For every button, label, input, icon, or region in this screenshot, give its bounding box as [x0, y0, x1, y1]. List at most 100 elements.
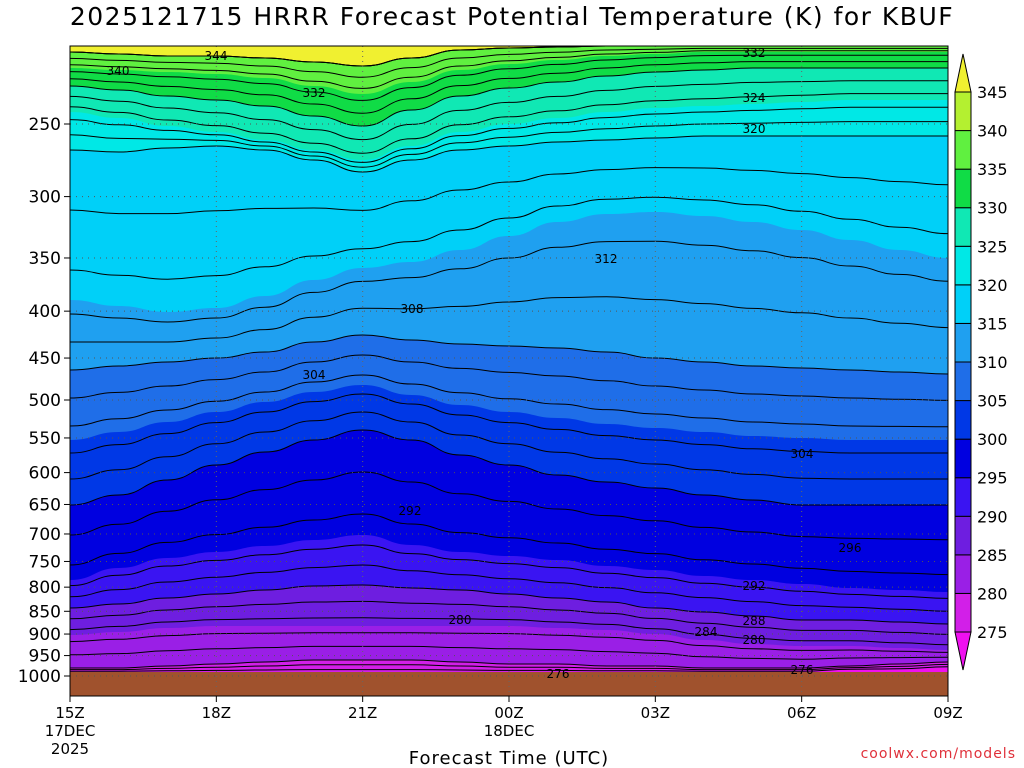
colorbar-segment: [954, 361, 972, 402]
x-tick-label: 21Z: [348, 704, 377, 722]
y-tick-label: 750: [29, 552, 61, 572]
y-tick-label: 700: [29, 525, 61, 545]
isentrope-290: [70, 584, 948, 625]
colorbar-label: 300: [977, 430, 1008, 449]
isentrope-280: [70, 659, 948, 669]
contour-label: 312: [595, 252, 618, 266]
colorbar-label: 315: [977, 314, 1008, 333]
contour-label: 280: [743, 633, 766, 647]
svg-text:280: 280: [449, 613, 472, 627]
contour-label: 276: [547, 667, 570, 681]
isentrope-322: [70, 121, 948, 168]
contour-label: 296: [839, 541, 862, 555]
y-tick-label: 300: [29, 188, 61, 208]
contour-label: 292: [743, 579, 766, 593]
colorbar-segment: [954, 592, 972, 633]
colorbar-label: 285: [977, 546, 1008, 565]
watermark: coolwx.com/models: [860, 746, 1016, 762]
isentrope-336: [70, 50, 948, 89]
colorbar-segment: [954, 477, 972, 517]
y-tick-label: 600: [29, 464, 61, 484]
svg-text:340: 340: [107, 64, 130, 78]
isentrope-300: [70, 429, 948, 506]
contour-label: 288: [743, 614, 766, 628]
colorbar-top-arrow: [954, 53, 972, 93]
colorbar-segment: [954, 400, 972, 440]
svg-text:276: 276: [791, 663, 814, 677]
isentrope-286: [70, 617, 948, 646]
contour-label: 280: [449, 613, 472, 627]
colorbar-label: 320: [977, 276, 1008, 295]
y-tick-label: 850: [29, 602, 61, 622]
colorbar-segment: [954, 207, 972, 247]
colorbar-label: 280: [977, 584, 1008, 603]
isentrope-324: [70, 106, 948, 163]
svg-text:312: 312: [595, 252, 618, 266]
y-tick-label: 500: [29, 391, 61, 411]
isentrope-292: [70, 564, 948, 612]
colorbar-label: 330: [977, 199, 1008, 218]
y-tick-label: 550: [29, 429, 61, 449]
colorbar-segment: [954, 515, 972, 556]
isentrope-278: [70, 663, 948, 671]
y-tick-label: 350: [29, 249, 61, 269]
isentrope-334: [70, 54, 948, 101]
svg-text:280: 280: [743, 633, 766, 647]
contour-label: 332: [743, 46, 766, 60]
chart-title: 2025121715 HRRR Forecast Potential Tempe…: [69, 2, 955, 31]
x-tick-label: 03Z: [641, 704, 670, 722]
contour-label: 324: [743, 91, 766, 105]
svg-text:292: 292: [399, 504, 422, 518]
colorbar-label: 275: [977, 623, 1008, 642]
y-tick-label: 1000: [18, 667, 61, 687]
contour-label: 284: [695, 625, 718, 639]
colorbar-segment: [954, 168, 972, 209]
colorbar-label: 305: [977, 392, 1008, 411]
contour-label: 344: [205, 49, 228, 63]
svg-text:296: 296: [839, 541, 862, 555]
contour-label: 304: [791, 447, 814, 461]
colorbar-label: 335: [977, 160, 1008, 179]
colorbar-segment: [954, 130, 972, 170]
y-tick-label: 900: [29, 625, 61, 645]
colorbar-label: 340: [977, 122, 1008, 141]
svg-text:320: 320: [743, 122, 766, 136]
colorbar-segment: [954, 245, 972, 286]
y-axis: 250 300 350 400 450 500 550 600 650 700 750 800 850 9…: [18, 115, 70, 687]
svg-text:308: 308: [401, 302, 424, 316]
y-tick-label: 650: [29, 495, 61, 515]
x-tick-sublabel: 18DEC: [484, 722, 535, 740]
x-tick-label: 00Z: [494, 704, 523, 722]
contour-label: 320: [743, 122, 766, 136]
colorbar-segment: [954, 554, 972, 594]
contour-label: 292: [399, 504, 422, 518]
svg-text:344: 344: [205, 49, 228, 63]
contour-label: 332: [303, 86, 326, 100]
svg-text:304: 304: [791, 447, 814, 461]
x-tick-label: 15Z: [55, 704, 84, 722]
x-tick-label: 06Z: [787, 704, 816, 722]
svg-text:332: 332: [743, 46, 766, 60]
x-tick-label: 18Z: [202, 704, 231, 722]
svg-text:332: 332: [303, 86, 326, 100]
colorbar-label: 310: [977, 353, 1008, 372]
y-tick-label: 450: [29, 349, 61, 369]
isentrope-296: [70, 513, 948, 576]
y-tick-label: 800: [29, 578, 61, 598]
colorbar: 275 280 285 290 295 300 305 310 315 320 325 330 335 3…: [954, 53, 1008, 671]
svg-text:284: 284: [695, 625, 718, 639]
contour-label: 276: [791, 663, 814, 677]
x-tick-label: 09Z: [933, 704, 962, 722]
colorbar-label: 345: [977, 83, 1008, 102]
y-tick-label: 950: [29, 647, 61, 667]
isentrope-330: [70, 67, 948, 127]
svg-text:276: 276: [547, 667, 570, 681]
isentrope-302: [70, 411, 948, 480]
contour-label: 304: [303, 368, 326, 382]
svg-text:304: 304: [303, 368, 326, 382]
colorbar-segment: [954, 322, 972, 363]
y-tick-label: 250: [29, 115, 61, 135]
colorbar-segment: [954, 438, 972, 479]
